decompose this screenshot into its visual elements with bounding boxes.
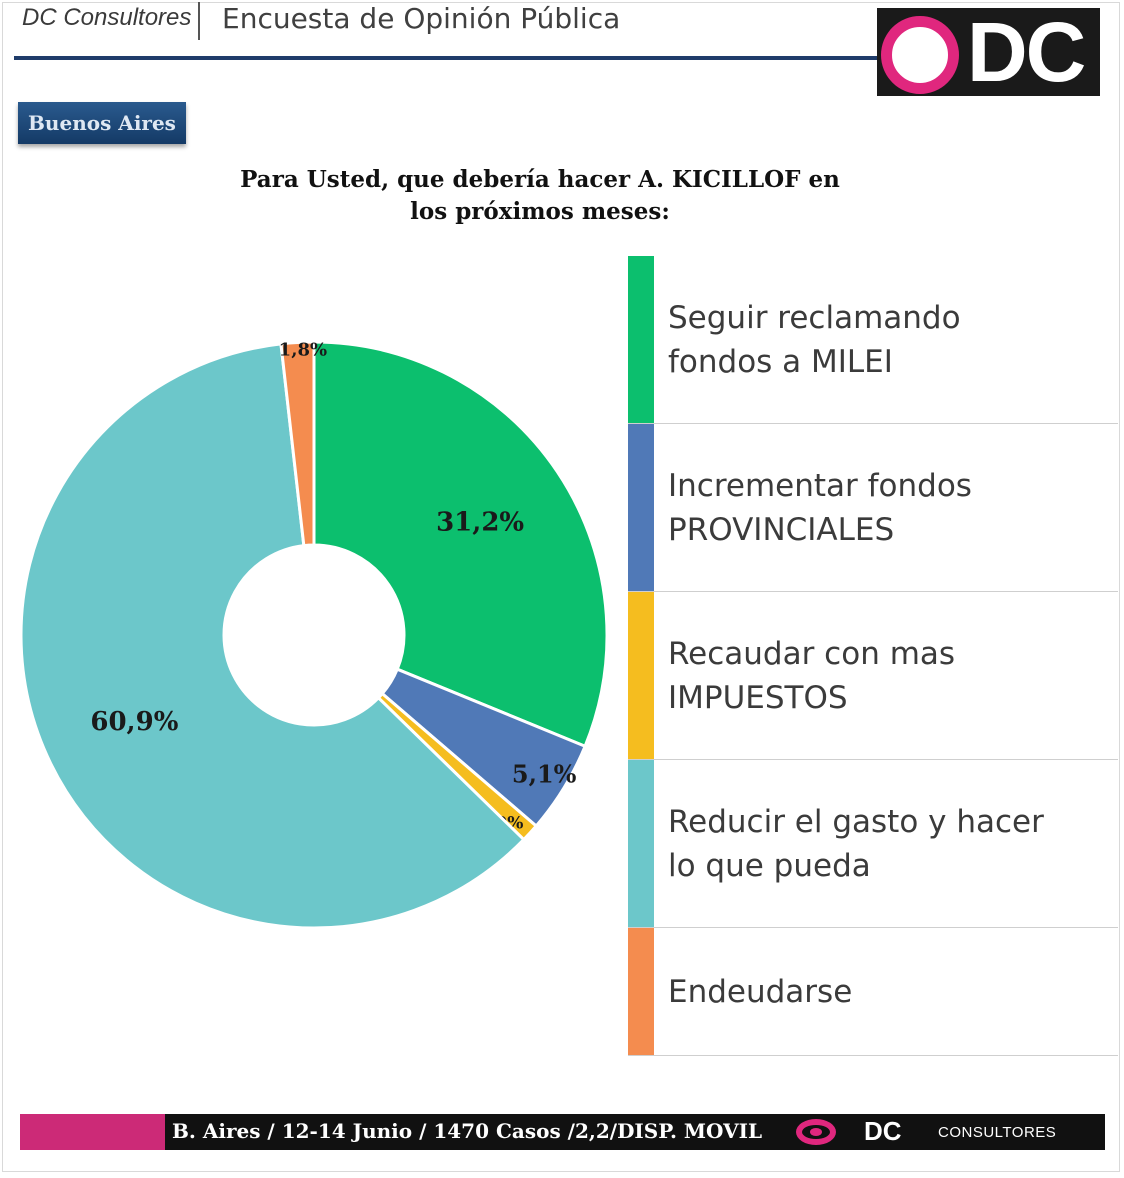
company-logo: DC [877,5,1100,99]
legend-label: Incrementar fondos PROVINCIALES [668,467,972,548]
legend-label: Endeudarse [668,973,853,1010]
donut-slice-4 [19,342,526,930]
legend-swatch [628,424,654,591]
header-separator [198,2,200,40]
brand-name: DC Consultores [22,4,192,31]
logo-text: DC [967,5,1086,99]
chart-title-line-2: los próximos meses: [410,198,670,225]
footer-accent [20,1114,165,1150]
data-label-2: 5,1% [512,760,577,789]
data-label-5: 1,8% [279,339,327,360]
chart-title: Para Usted, que debería hacer A. KICILLO… [190,164,890,228]
legend-item: Endeudarse [628,928,1118,1056]
legend-swatch [628,928,654,1055]
footer-bar [165,1114,1105,1150]
legend-swatch [628,592,654,759]
data-label-4: 60,9% [90,707,178,737]
legend-item: Recaudar con mas IMPUESTOS [628,592,1118,760]
header-divider [14,56,880,60]
legend-item: Seguir reclamando fondos a MILEI [628,256,1118,424]
legend-label: Reducir el gasto y hacer lo que pueda [668,803,1044,884]
footer-logo-ring-icon [796,1119,836,1145]
chart-legend: Seguir reclamando fondos a MILEI Incremen… [628,256,1118,1056]
legend-label: Recaudar con mas IMPUESTOS [668,635,956,716]
legend-swatch [628,760,654,927]
donut-slice-5 [279,340,316,548]
donut-chart: 31,2%5,1%1,0%60,9%1,8% [19,339,609,930]
donut-slice-1 [312,340,609,749]
footer-logo: DC [864,1116,902,1146]
footer-logo-sub: CONSULTORES [938,1124,1057,1141]
logo-ring-icon [881,16,959,94]
data-label-1: 31,2% [436,508,524,538]
region-badge: Buenos Aires [18,102,186,144]
legend-item: Incrementar fondos PROVINCIALES [628,424,1118,592]
legend-item: Reducir el gasto y hacer lo que pueda [628,760,1118,928]
legend-swatch [628,256,654,423]
chart-title-line-1: Para Usted, que debería hacer A. KICILLO… [240,166,840,193]
page-title: Encuesta de Opinión Pública [222,2,621,35]
footer-info: B. Aires / 12-14 Junio / 1470 Casos /2,2… [172,1119,763,1143]
legend-label: Seguir reclamando fondos a MILEI [668,299,961,380]
